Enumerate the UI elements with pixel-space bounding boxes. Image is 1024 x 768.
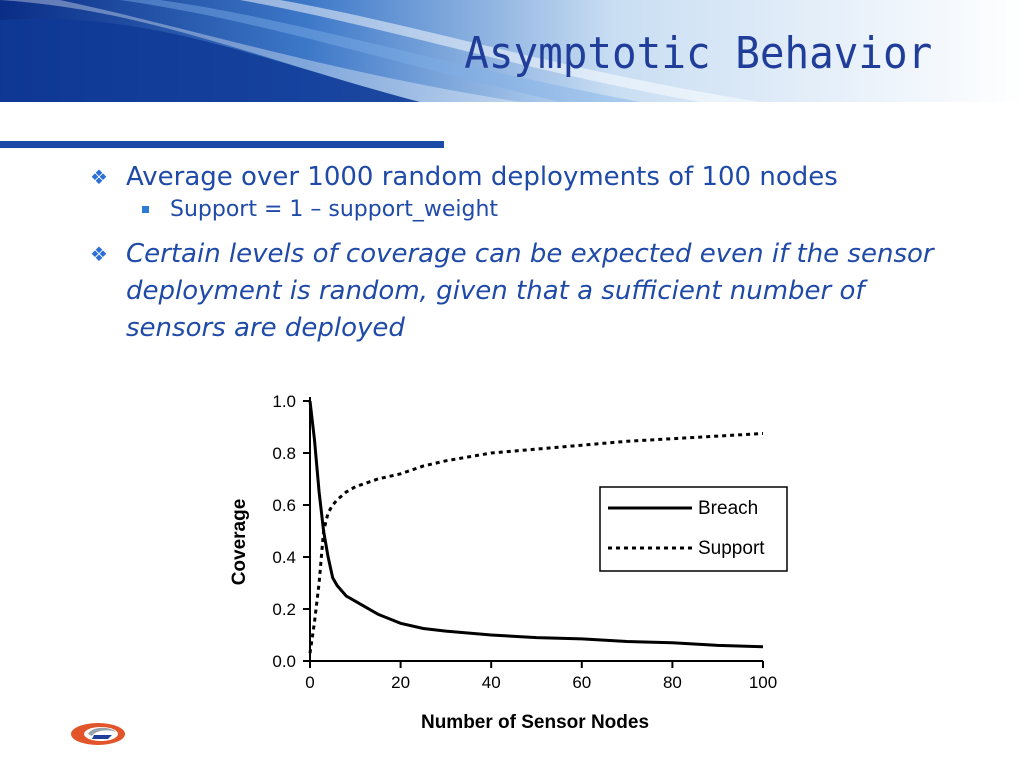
chart-plot-area bbox=[308, 400, 764, 654]
y-tick-label: 0.8 bbox=[272, 444, 296, 463]
x-tick-label: 20 bbox=[391, 673, 410, 692]
y-axis-label: Coverage bbox=[229, 499, 250, 586]
y-tick-label: 0.4 bbox=[272, 548, 296, 567]
chart-axes: 0.0 0.2 0.4 0.6 0.8 1.0 0 20 40 60 80 100 bbox=[272, 392, 777, 692]
x-tick-label: 100 bbox=[749, 673, 777, 692]
diamond-cluster-icon: ❖ bbox=[90, 242, 108, 266]
y-tick-label: 0.2 bbox=[272, 600, 296, 619]
square-bullet-icon bbox=[142, 206, 149, 213]
sub-bullet-text: Support = 1 – support_weight bbox=[170, 197, 499, 222]
legend-box bbox=[599, 486, 788, 572]
diamond-cluster-icon: ❖ bbox=[90, 165, 108, 189]
chart-legend: Breach Support bbox=[599, 486, 788, 572]
legend-label-breach: Breach bbox=[698, 498, 758, 519]
x-tick-label: 0 bbox=[305, 673, 314, 692]
header-banner bbox=[0, 0, 1024, 102]
y-tick-label: 1.0 bbox=[272, 392, 296, 411]
bullet-item: ❖ Average over 1000 random deployments o… bbox=[88, 158, 968, 196]
bullet-text: Average over 1000 random deployments of … bbox=[126, 162, 838, 192]
slide-title: Asymptotic Behavior bbox=[463, 28, 932, 79]
x-tick-label: 40 bbox=[482, 673, 501, 692]
bullet-item: ❖ Certain levels of coverage can be expe… bbox=[88, 236, 968, 347]
x-axis-label: Number of Sensor Nodes bbox=[421, 712, 649, 733]
series-line-support bbox=[308, 432, 764, 654]
bullet-list: ❖ Average over 1000 random deployments o… bbox=[88, 158, 968, 347]
y-tick-label: 0.6 bbox=[272, 496, 296, 515]
y-tick-label: 0.0 bbox=[272, 652, 296, 671]
legend-label-support: Support bbox=[698, 538, 765, 559]
x-tick-label: 60 bbox=[572, 673, 591, 692]
bullet-text: Certain levels of coverage can be expect… bbox=[126, 239, 934, 343]
sub-bullet-item: Support = 1 – support_weight bbox=[88, 194, 968, 226]
accent-divider bbox=[0, 141, 444, 148]
company-logo-icon bbox=[68, 720, 128, 752]
coverage-chart: 0.00.20.40.60.81.00 20 40 60 80 100 Coverage … bbox=[229, 392, 788, 733]
x-tick-label: 80 bbox=[663, 673, 682, 692]
series-line-breach bbox=[308, 400, 764, 649]
